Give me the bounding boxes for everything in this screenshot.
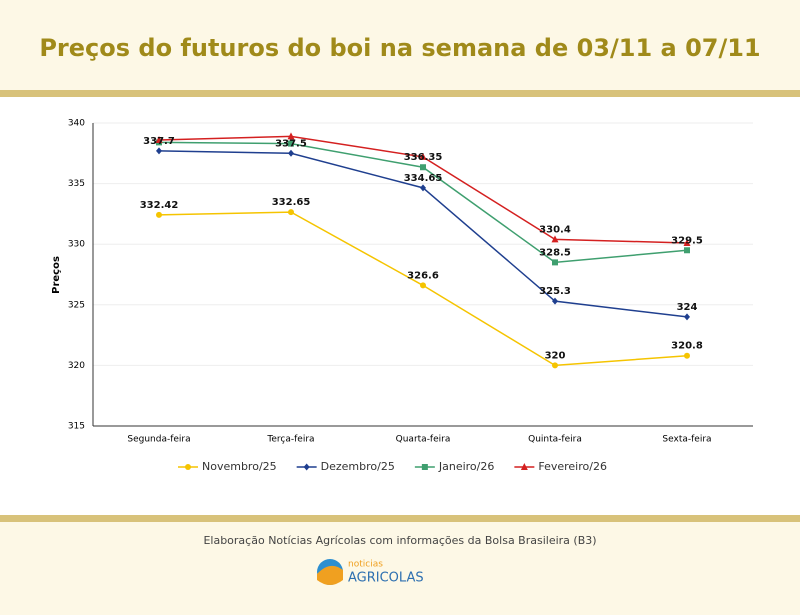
data-label: 332.42 xyxy=(140,200,179,211)
y-tick-label: 335 xyxy=(68,179,85,189)
point xyxy=(156,211,162,218)
data-label: 337.5 xyxy=(275,138,307,149)
legend-marker xyxy=(303,463,310,471)
point xyxy=(420,282,426,289)
divider xyxy=(0,515,800,522)
logo-icon xyxy=(317,565,343,585)
y-tick-label: 320 xyxy=(68,361,85,371)
point xyxy=(684,313,690,321)
y-tick-label: 340 xyxy=(68,119,85,129)
y-axis-label: Preços xyxy=(51,256,62,294)
point xyxy=(684,247,690,254)
data-label: 336.35 xyxy=(404,152,443,163)
data-label: 332.65 xyxy=(272,197,311,208)
data-label: 320 xyxy=(545,350,566,361)
logo-text: AGRICOLAS xyxy=(348,571,424,586)
point xyxy=(551,235,559,243)
point xyxy=(420,164,426,171)
y-tick-label: 330 xyxy=(68,240,85,250)
point xyxy=(419,152,427,160)
chart-area xyxy=(0,97,800,515)
legend-label: Novembro/25 xyxy=(202,460,277,473)
data-label: 329.5 xyxy=(671,235,703,246)
page-title: Preços do futuros do boi na semana de 03… xyxy=(39,34,760,62)
logo-text: noticias xyxy=(348,560,383,570)
divider xyxy=(0,90,800,97)
data-label: 326.6 xyxy=(407,270,439,281)
data-label: 330.4 xyxy=(539,224,571,235)
data-label: 328.5 xyxy=(539,247,571,258)
data-label: 334.65 xyxy=(404,173,443,184)
point xyxy=(552,259,558,266)
point xyxy=(287,132,295,140)
point xyxy=(420,184,426,192)
point xyxy=(552,297,558,305)
legend-label: Dezembro/25 xyxy=(321,460,395,473)
point xyxy=(288,209,294,216)
x-tick-label: Terça-feira xyxy=(266,435,314,445)
x-tick-label: Segunda-feira xyxy=(127,435,190,445)
data-label: 325.3 xyxy=(539,286,571,297)
y-tick-label: 325 xyxy=(68,300,85,310)
point xyxy=(155,135,163,143)
legend-marker xyxy=(421,464,428,470)
y-tick-label: 315 xyxy=(68,422,85,432)
legend-marker xyxy=(520,463,528,470)
point xyxy=(684,352,690,359)
point xyxy=(288,149,294,157)
legend-label: Fevereiro/26 xyxy=(538,460,607,473)
point xyxy=(552,362,558,369)
x-tick-label: Quinta-feira xyxy=(528,435,582,445)
footer-text: Elaboração Notícias Agrícolas com inform… xyxy=(203,534,596,547)
x-tick-label: Sexta-feira xyxy=(662,435,711,445)
point xyxy=(156,147,162,155)
data-label: 320.8 xyxy=(671,341,703,352)
data-label: 337.7 xyxy=(143,136,175,147)
point xyxy=(683,238,691,246)
legend-marker xyxy=(185,464,191,470)
point xyxy=(288,140,294,147)
data-label: 324 xyxy=(677,302,698,313)
legend-label: Janeiro/26 xyxy=(438,460,495,473)
x-tick-label: Quarta-feira xyxy=(396,435,451,445)
